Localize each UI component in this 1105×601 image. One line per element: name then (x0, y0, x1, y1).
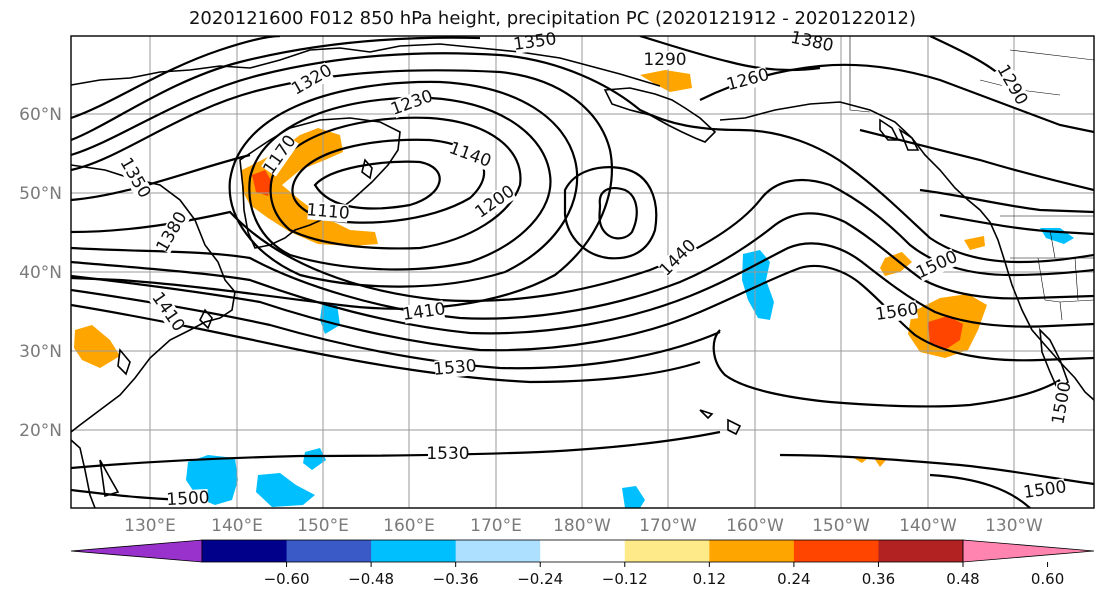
lon-label: 140°E (211, 516, 263, 536)
contour-label: 1110 (306, 200, 351, 224)
colorbar-segment (878, 540, 964, 562)
colorbar-extend-low (70, 539, 203, 563)
lon-label: 160°W (726, 516, 784, 536)
colorbar-segment (371, 540, 457, 562)
colorbar-segment (202, 540, 288, 562)
lon-label: 160°E (383, 516, 435, 536)
colorbar-tick-label: −0.24 (517, 570, 563, 588)
lon-label: 130°E (124, 516, 176, 536)
contour-label-background (994, 63, 1030, 107)
colorbar-segment (624, 540, 710, 562)
lon-label: 130°W (985, 516, 1043, 536)
colorbar-tick-label: −0.60 (264, 570, 310, 588)
colorbar-segment (709, 540, 795, 562)
contour-label-background (290, 62, 334, 98)
lon-label: 170°E (470, 516, 522, 536)
lon-label: 180°W (553, 516, 611, 536)
contour-label-background (657, 237, 699, 279)
contour-label-background (154, 210, 190, 254)
colorbar-segment (793, 540, 879, 562)
lon-label: 170°W (639, 516, 697, 536)
lat-label: 20°N (19, 421, 62, 441)
colorbar: −0.60 −0.48 −0.36 −0.24 −0.12 0.12 0.24 0.36 0.4… (70, 539, 1095, 588)
colorbar-segment (540, 540, 626, 562)
contour-label: 1530 (433, 356, 478, 380)
contour-label-background (402, 300, 446, 324)
contour-label-background (167, 488, 209, 510)
contour-label-background (1049, 381, 1075, 425)
lon-label: 150°W (812, 516, 870, 536)
colorbar-extend-high (962, 539, 1095, 563)
contour-label-background (390, 87, 434, 119)
contour-label-background (117, 156, 153, 200)
lat-label: 50°N (19, 184, 62, 204)
colorbar-tick-label: −0.12 (602, 570, 648, 588)
lat-label: 60°N (19, 105, 62, 125)
lat-lon-grid (71, 36, 1094, 508)
colorbar-tick-label: 0.48 (946, 570, 979, 588)
contour-label-background (434, 357, 476, 379)
colorbar-tick-label: 0.60 (1031, 570, 1064, 588)
contour-label-background (726, 66, 770, 94)
contour-label: 1500 (166, 488, 210, 510)
colorbar-tick-label: −0.36 (433, 570, 479, 588)
contour-label-background (875, 300, 919, 324)
colorbar-frame (201, 539, 964, 563)
colorbar-segment (455, 540, 541, 562)
contour-label-background (473, 183, 517, 221)
contour-label-background (1023, 478, 1067, 502)
contour-label: 1530 (426, 444, 469, 464)
lon-label: 140°W (899, 516, 957, 536)
precipitation-shading (74, 70, 1074, 508)
longitude-labels: 130°E 140°E 150°E 160°E 170°E 180°W 170°… (124, 516, 1043, 536)
lat-label: 30°N (19, 342, 62, 362)
height-contours (71, 36, 1094, 508)
colorbar-segment (286, 540, 372, 562)
lon-label: 150°E (297, 516, 349, 536)
contour-label-background (149, 290, 187, 334)
contour-label-background (645, 51, 685, 69)
contour-label-background (428, 445, 468, 463)
colorbar-tick-label: 0.24 (777, 570, 810, 588)
map-frame (70, 35, 1095, 509)
latitude-labels: 20°N 30°N 40°N 50°N 60°N (19, 105, 62, 441)
contour-label: 1290 (643, 50, 686, 70)
chart-title: 2020121600 F012 850 hPa height, precipit… (188, 8, 917, 29)
colorbar-tick-label: 0.36 (862, 570, 895, 588)
contour-label-background (307, 201, 349, 223)
colorbar-tick-label: −0.48 (348, 570, 394, 588)
contour-label-background (261, 133, 299, 177)
contour-label-background (448, 139, 492, 171)
lat-label: 40°N (19, 263, 62, 283)
contour-label-background (915, 248, 959, 282)
colorbar-tick-label: 0.12 (693, 570, 726, 588)
